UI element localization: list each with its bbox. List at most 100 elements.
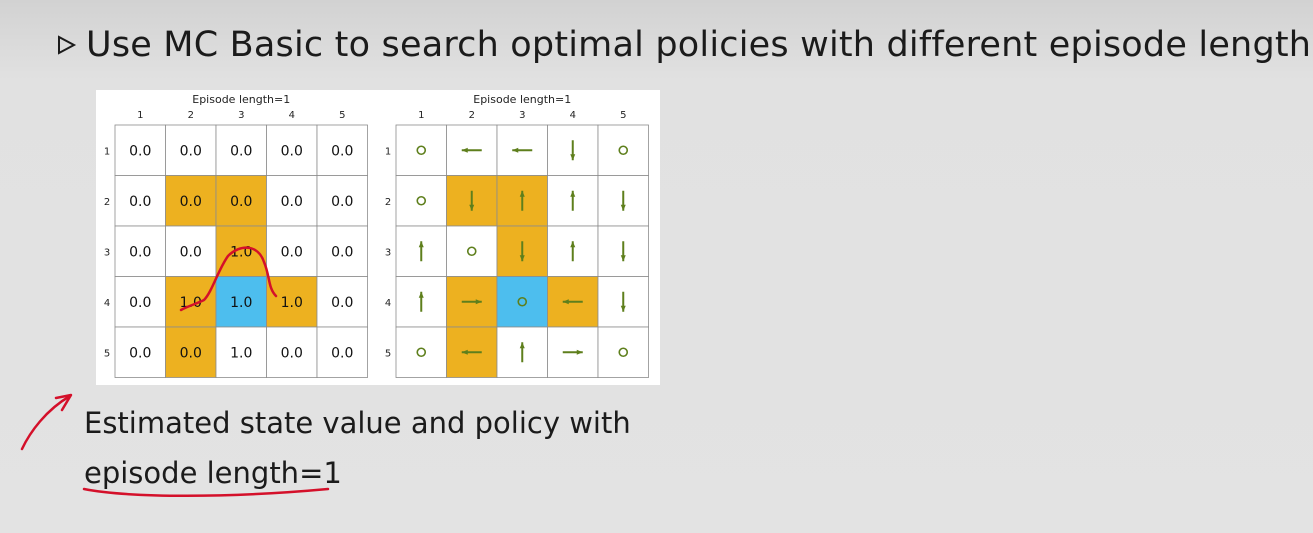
row-label: 3: [385, 247, 391, 258]
panel-title: Episode length=1: [473, 93, 571, 106]
state-value: 1.0: [180, 295, 202, 311]
col-label: 4: [289, 110, 295, 121]
stay-icon: [517, 296, 528, 307]
state-value: 0.0: [180, 143, 202, 159]
state-value: 1.0: [230, 295, 252, 311]
state-value: 0.0: [281, 143, 303, 159]
grid-cell: [114, 276, 166, 328]
state-value: 0.0: [281, 345, 303, 361]
col-label: 1: [418, 110, 424, 121]
caption-line-2: episode length=1: [84, 456, 342, 490]
grid-cell: [395, 326, 447, 378]
arrow-down-head-icon: [519, 255, 525, 262]
row-label: 4: [104, 298, 110, 309]
row-label: 1: [385, 146, 391, 157]
arrow-down-head-icon: [620, 204, 626, 211]
bullet-text: Use MC Basic to search optimal policies …: [86, 25, 1313, 65]
annotation-arrow-head: [54, 393, 73, 412]
col-label: 4: [570, 110, 576, 121]
arrow-up-head-icon: [519, 342, 525, 349]
col-label: 2: [469, 110, 475, 121]
state-value: 1.0: [281, 295, 303, 311]
panel-title: Episode length=1: [192, 93, 290, 106]
state-value: 0.0: [180, 345, 202, 361]
grid-cell: [316, 276, 368, 328]
stay-icon: [618, 347, 629, 358]
grid-cell: [547, 326, 599, 378]
col-label: 2: [188, 110, 194, 121]
grid-cell: [165, 124, 217, 176]
forbidden-cell: [165, 326, 217, 378]
arrow-left-head-icon: [461, 147, 468, 153]
state-value: 1.0: [230, 345, 252, 361]
arrow-up-head-icon: [519, 190, 525, 197]
policy-grid: Episode length=1 1 2 3 4 5 1 2 3 4 5: [385, 93, 649, 378]
grid-cell: [395, 124, 447, 176]
state-value-grid: Episode length=1 1 2 3 4 5 1 2 3 4 5 0.0 0.0 0.0 0.0 0.…: [104, 93, 368, 378]
grid-cell: [114, 124, 166, 176]
bullet-item: Use MC Basic to search optimal policies …: [56, 20, 1313, 70]
state-value: 0.0: [230, 194, 252, 210]
row-label: 5: [385, 348, 391, 359]
arrow-left-head-icon: [562, 299, 569, 305]
grid-cell: [316, 175, 368, 227]
row-label: 1: [104, 146, 110, 157]
arrow-down-head-icon: [570, 154, 576, 161]
state-value: 0.0: [281, 194, 303, 210]
arrow-down-head-icon: [620, 255, 626, 262]
stay-icon: [416, 347, 427, 358]
row-label: 4: [385, 298, 391, 309]
arrow-down-head-icon: [469, 204, 475, 211]
row-label: 2: [385, 197, 391, 208]
grid-cell: [114, 326, 166, 378]
stay-icon: [416, 195, 427, 206]
grid-cell: [395, 175, 447, 227]
arrow-left-head-icon: [512, 147, 519, 153]
arrow-up-head-icon: [570, 241, 576, 248]
row-label: 5: [104, 348, 110, 359]
arrow-right-head-icon: [475, 299, 482, 305]
state-value: 0.0: [230, 143, 252, 159]
grid-cell: [446, 124, 498, 176]
state-value: 1.0: [230, 244, 252, 260]
state-value: 0.0: [331, 345, 353, 361]
grid-cell: [114, 175, 166, 227]
state-value: 0.0: [331, 194, 353, 210]
col-label: 5: [339, 110, 345, 121]
annotation-arrow-stroke: [20, 394, 72, 451]
grid-cell: [547, 175, 599, 227]
col-label: 3: [238, 110, 244, 121]
grid-cell: [446, 225, 498, 277]
col-label: 5: [620, 110, 626, 121]
grid-cell: [266, 124, 318, 176]
grid-cell: [597, 326, 649, 378]
state-value: 0.0: [129, 143, 151, 159]
state-value: 0.0: [331, 295, 353, 311]
arrow-left-head-icon: [461, 349, 468, 355]
triangle-bullet-icon: [58, 35, 77, 55]
target-cell: [496, 276, 548, 328]
arrow-up-head-icon: [570, 190, 576, 197]
grid-cell: [316, 326, 368, 378]
gridworld-figure: Episode length=1 1 2 3 4 5 1 2 3 4 5 0.0 0.0 0.0 0.0 0.…: [96, 90, 660, 385]
stay-icon: [416, 145, 427, 156]
state-value: 0.0: [129, 194, 151, 210]
row-label: 3: [104, 247, 110, 258]
grid-cell: [215, 326, 267, 378]
arrow-up-head-icon: [418, 241, 424, 248]
col-label: 3: [519, 110, 525, 121]
forbidden-cell: [215, 175, 267, 227]
arrow-down-head-icon: [620, 305, 626, 312]
grid-cell: [597, 124, 649, 176]
col-label: 1: [137, 110, 143, 121]
arrow-up-head-icon: [418, 291, 424, 298]
state-value: 0.0: [129, 244, 151, 260]
caption-line-1: Estimated state value and policy with: [84, 406, 631, 440]
row-label: 2: [104, 197, 110, 208]
state-value: 0.0: [129, 345, 151, 361]
grid-cell: [215, 124, 267, 176]
state-value: 0.0: [180, 244, 202, 260]
annotation-underline: [82, 487, 330, 497]
stay-icon: [618, 145, 629, 156]
